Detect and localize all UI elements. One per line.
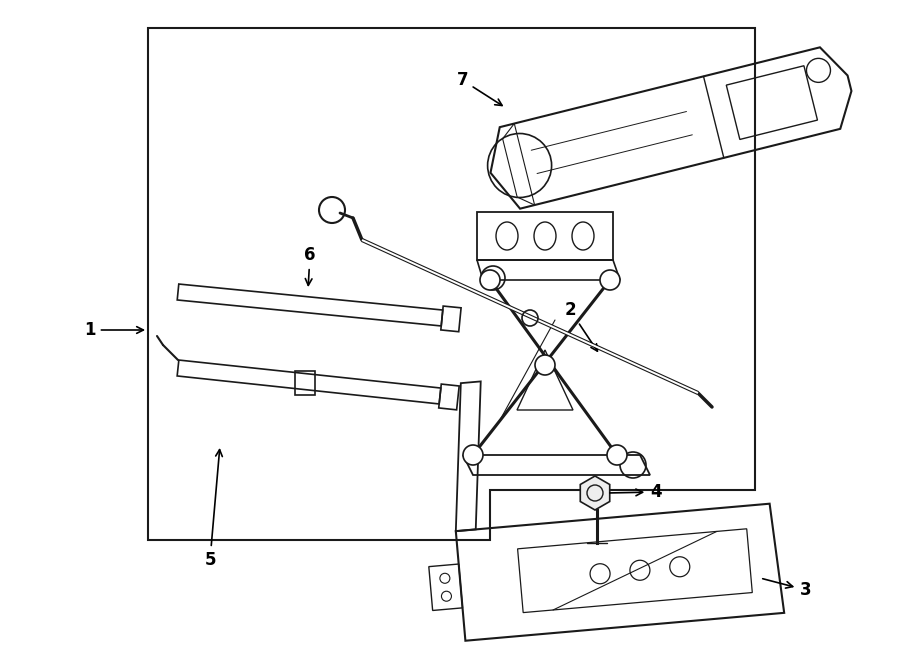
Circle shape [607,445,627,465]
Text: 3: 3 [762,578,812,599]
Circle shape [600,270,620,290]
Text: 4: 4 [610,483,662,501]
Text: 1: 1 [85,321,143,339]
Text: 2: 2 [564,301,598,351]
Text: 7: 7 [456,71,502,106]
Text: 5: 5 [204,449,222,569]
Circle shape [535,355,555,375]
Circle shape [463,445,483,465]
Circle shape [480,270,500,290]
Text: 6: 6 [304,246,316,286]
Polygon shape [580,476,609,510]
